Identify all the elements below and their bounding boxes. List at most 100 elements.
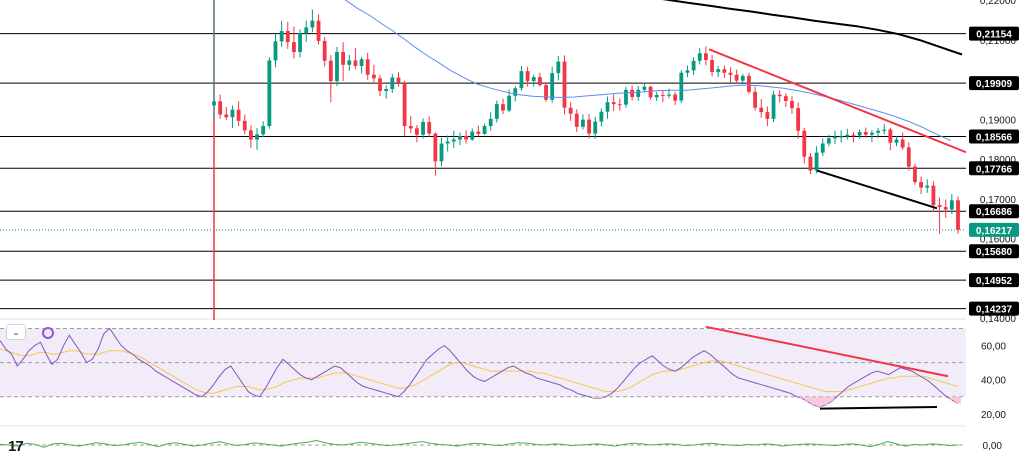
candle-body[interactable] <box>513 88 518 96</box>
candle-body[interactable] <box>863 131 868 135</box>
candle-body[interactable] <box>636 89 641 97</box>
candle-body[interactable] <box>642 86 647 90</box>
level-price-tag[interactable] <box>969 76 1019 91</box>
candle-body[interactable] <box>365 59 370 75</box>
candle-body[interactable] <box>378 78 382 92</box>
candle-body[interactable] <box>519 71 524 89</box>
candle-body[interactable] <box>341 52 346 65</box>
candle-body[interactable] <box>697 53 702 61</box>
candle-body[interactable] <box>851 134 856 136</box>
candle-body[interactable] <box>937 205 942 208</box>
candle-body[interactable] <box>925 185 930 188</box>
candle-body[interactable] <box>470 131 475 140</box>
candle-body[interactable] <box>747 75 751 92</box>
candle-body[interactable] <box>494 104 499 119</box>
candle-body[interactable] <box>685 70 690 73</box>
level-price-tag[interactable] <box>969 161 1019 176</box>
candle-body[interactable] <box>617 104 622 106</box>
candle-body[interactable] <box>224 114 229 118</box>
candle-body[interactable] <box>826 138 831 144</box>
candle-body[interactable] <box>550 73 555 100</box>
candle-body[interactable] <box>267 60 272 127</box>
candle-body[interactable] <box>888 129 893 143</box>
candle-body[interactable] <box>679 72 684 101</box>
candle-body[interactable] <box>839 136 844 138</box>
candle-body[interactable] <box>882 129 887 131</box>
candle-body[interactable] <box>820 143 825 153</box>
candle-body[interactable] <box>507 95 512 111</box>
candle-body[interactable] <box>273 41 278 61</box>
candle-body[interactable] <box>740 75 745 81</box>
candle-body[interactable] <box>870 132 874 135</box>
level-price-tag[interactable] <box>969 301 1019 316</box>
candle-body[interactable] <box>328 60 333 82</box>
candle-body[interactable] <box>667 94 671 96</box>
candle-body[interactable] <box>703 53 708 61</box>
candle-body[interactable] <box>261 126 266 135</box>
candle-body[interactable] <box>322 40 327 61</box>
candle-body[interactable] <box>415 128 419 135</box>
current-price-tag[interactable] <box>969 222 1019 237</box>
rsi-trend-line[interactable] <box>705 325 949 378</box>
candle-body[interactable] <box>802 130 807 157</box>
candle-body[interactable] <box>660 95 665 97</box>
collapse-pane-button[interactable]: ⌄ <box>6 324 26 340</box>
candle-body[interactable] <box>451 139 456 142</box>
candle-body[interactable] <box>248 130 253 140</box>
candle-body[interactable] <box>359 59 364 66</box>
candle-body[interactable] <box>347 60 352 65</box>
candle-body[interactable] <box>845 134 850 137</box>
candle-body[interactable] <box>310 20 315 28</box>
candle-body[interactable] <box>488 118 493 127</box>
price-trend-line[interactable] <box>816 169 938 210</box>
candle-body[interactable] <box>611 102 616 105</box>
candle-body[interactable] <box>691 60 696 71</box>
candle-body[interactable] <box>531 77 536 82</box>
candle-body[interactable] <box>255 134 259 140</box>
candle-body[interactable] <box>876 130 880 133</box>
candle-body[interactable] <box>833 136 837 139</box>
candle-body[interactable] <box>581 119 585 127</box>
candle-body[interactable] <box>753 91 757 108</box>
candle-body[interactable] <box>722 69 727 73</box>
candle-body[interactable] <box>562 61 567 108</box>
candle-body[interactable] <box>587 119 591 134</box>
candle-body[interactable] <box>900 139 905 148</box>
candle-body[interactable] <box>421 122 425 135</box>
candle-body[interactable] <box>353 60 358 66</box>
candle-body[interactable] <box>673 94 678 101</box>
candle-body[interactable] <box>439 143 444 162</box>
candle-body[interactable] <box>919 182 924 188</box>
candle-body[interactable] <box>734 74 739 81</box>
candle-body[interactable] <box>556 61 561 74</box>
candle-body[interactable] <box>765 112 770 119</box>
candle-body[interactable] <box>335 52 339 82</box>
candle-body[interactable] <box>710 60 714 72</box>
candle-body[interactable] <box>599 111 604 122</box>
candle-body[interactable] <box>218 101 223 115</box>
candle-body[interactable] <box>390 77 395 90</box>
candle-body[interactable] <box>458 135 462 140</box>
candle-body[interactable] <box>464 135 469 140</box>
candle-body[interactable] <box>716 69 721 72</box>
candle-body[interactable] <box>384 89 389 92</box>
candle-body[interactable] <box>814 152 819 171</box>
candle-body[interactable] <box>790 100 794 109</box>
candle-body[interactable] <box>316 20 321 41</box>
refresh-icon[interactable] <box>42 327 54 339</box>
candle-body[interactable] <box>568 107 573 114</box>
rsi-trend-line[interactable] <box>819 405 938 410</box>
price-trend-line[interactable] <box>708 48 973 156</box>
candle-body[interactable] <box>402 83 407 127</box>
candle-body[interactable] <box>408 126 413 129</box>
candle-body[interactable] <box>728 72 733 75</box>
candle-body[interactable] <box>285 31 290 43</box>
candle-body[interactable] <box>544 85 548 100</box>
candle-body[interactable] <box>525 71 530 82</box>
candle-body[interactable] <box>537 77 542 86</box>
candle-body[interactable] <box>574 113 579 127</box>
candle-body[interactable] <box>777 94 782 97</box>
candle-body[interactable] <box>292 42 296 53</box>
candle-body[interactable] <box>279 31 284 42</box>
candle-body[interactable] <box>605 102 610 112</box>
